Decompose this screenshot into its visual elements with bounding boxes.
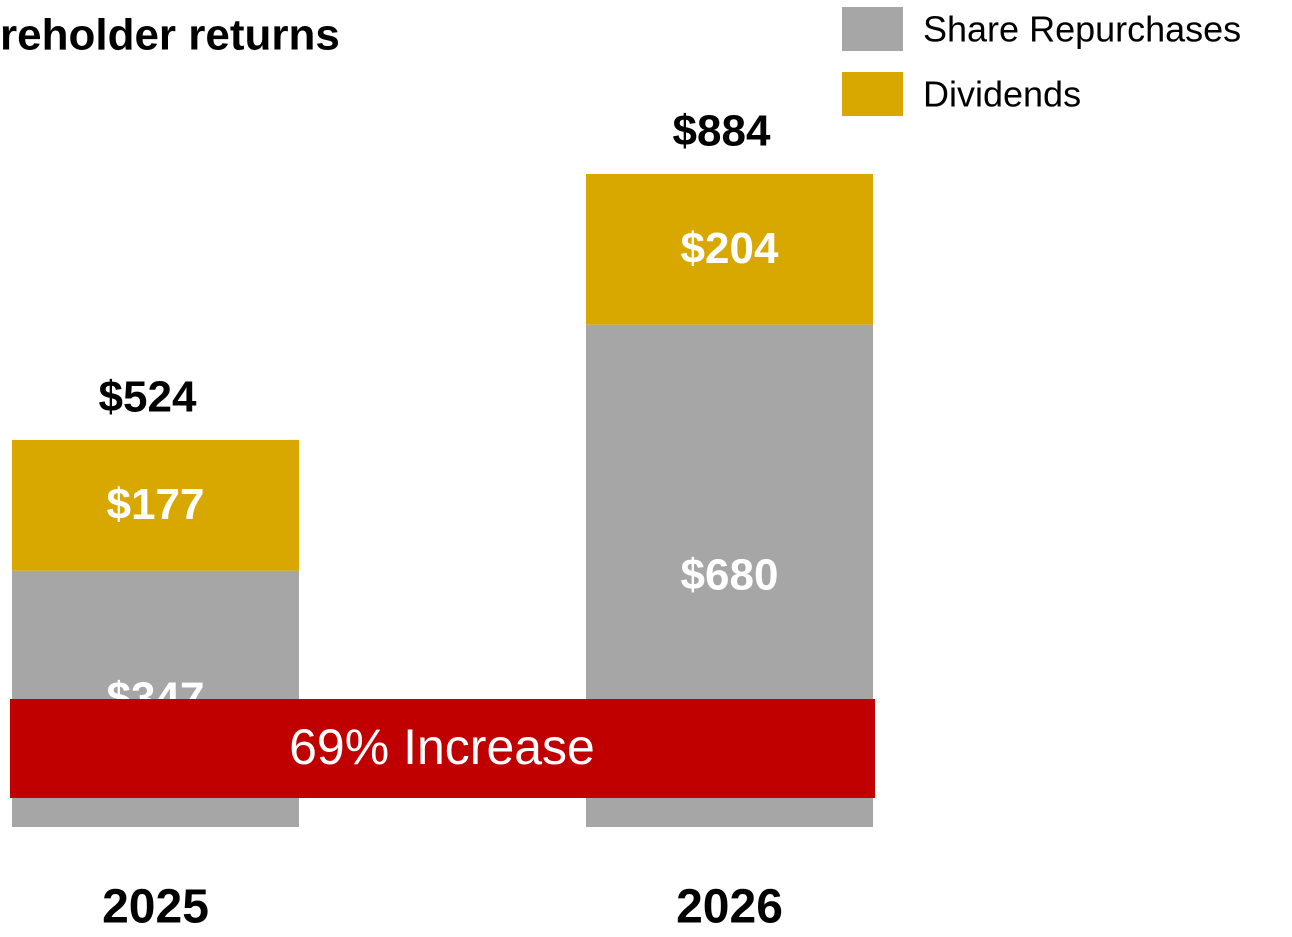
chart-title: reholder returns bbox=[0, 11, 340, 60]
value-label: $204 bbox=[681, 224, 779, 273]
legend-label: Dividends bbox=[923, 74, 1081, 115]
annotation-text: 69% Increase bbox=[289, 719, 595, 775]
bar-segment bbox=[586, 173, 873, 325]
total-label: $884 bbox=[673, 107, 771, 156]
value-label: $680 bbox=[681, 550, 779, 599]
legend-label: Share Repurchases bbox=[923, 9, 1241, 50]
bar-segment bbox=[12, 439, 299, 571]
x-tick-label: 2025 bbox=[102, 881, 209, 934]
annotation-banner bbox=[10, 699, 875, 798]
legend-swatch bbox=[842, 72, 903, 116]
legend-swatch bbox=[842, 7, 903, 51]
value-label: $177 bbox=[107, 480, 205, 529]
total-label: $524 bbox=[99, 373, 197, 422]
x-tick-label: 2026 bbox=[676, 881, 783, 934]
